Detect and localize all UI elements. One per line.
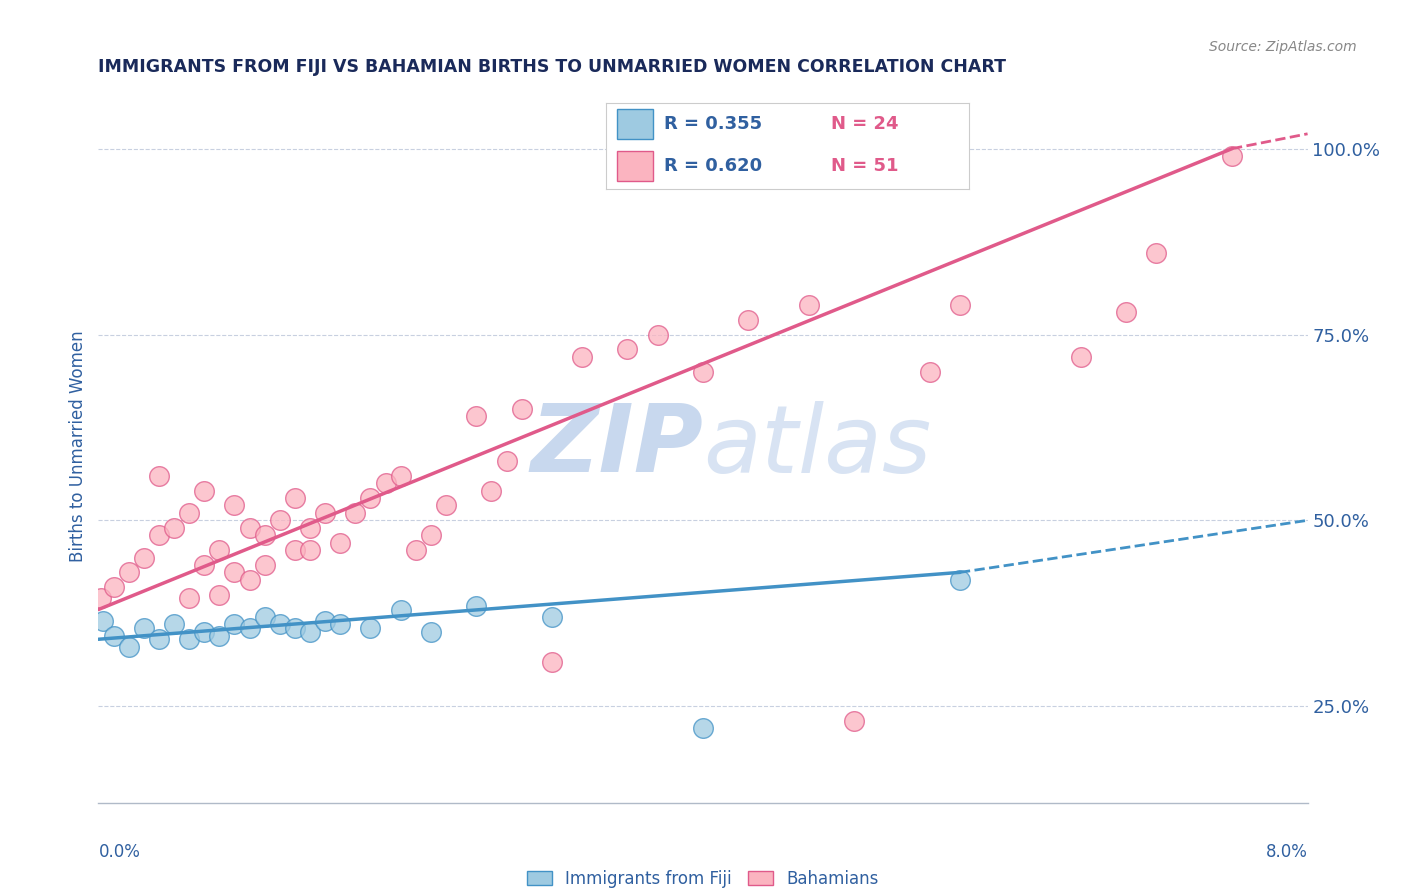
Point xyxy=(132,621,155,635)
Point xyxy=(692,722,714,736)
Point xyxy=(253,610,276,624)
Text: Source: ZipAtlas.com: Source: ZipAtlas.com xyxy=(1209,40,1357,54)
Point xyxy=(419,528,441,542)
Point xyxy=(269,513,291,527)
Point xyxy=(918,365,941,379)
Point xyxy=(163,617,186,632)
Point xyxy=(239,621,262,635)
Text: ZIP: ZIP xyxy=(530,400,703,492)
Text: IMMIGRANTS FROM FIJI VS BAHAMIAN BIRTHS TO UNMARRIED WOMEN CORRELATION CHART: IMMIGRANTS FROM FIJI VS BAHAMIAN BIRTHS … xyxy=(98,58,1007,76)
Point xyxy=(193,624,215,639)
Point xyxy=(1115,305,1137,319)
Point xyxy=(118,640,141,654)
Point xyxy=(284,621,307,635)
Point xyxy=(1144,245,1167,260)
Point xyxy=(239,521,262,535)
Point xyxy=(314,614,336,628)
Point xyxy=(434,499,457,513)
Text: 8.0%: 8.0% xyxy=(1265,843,1308,861)
Point xyxy=(208,543,231,558)
Point xyxy=(299,624,322,639)
Y-axis label: Births to Unmarried Women: Births to Unmarried Women xyxy=(69,330,87,562)
Point xyxy=(692,365,714,379)
Point xyxy=(224,617,246,632)
Point xyxy=(389,468,412,483)
Point xyxy=(148,632,170,647)
Point xyxy=(540,655,562,669)
Point xyxy=(389,602,412,616)
Point xyxy=(179,506,201,520)
Point xyxy=(359,621,381,635)
Point xyxy=(91,614,114,628)
Point xyxy=(269,617,291,632)
Point xyxy=(253,528,276,542)
Point xyxy=(148,468,170,483)
Point xyxy=(949,573,972,587)
Point xyxy=(329,535,352,549)
Point xyxy=(616,343,638,357)
Text: 0.0%: 0.0% xyxy=(98,843,141,861)
Point xyxy=(540,610,562,624)
Point xyxy=(465,409,488,424)
Point xyxy=(239,573,262,587)
Point xyxy=(1220,149,1243,163)
Point xyxy=(284,543,307,558)
Point xyxy=(647,327,669,342)
Point xyxy=(510,401,533,416)
Text: atlas: atlas xyxy=(703,401,931,491)
Point xyxy=(344,506,367,520)
Point xyxy=(299,521,322,535)
Point xyxy=(329,617,352,632)
Point xyxy=(405,543,427,558)
Legend: Immigrants from Fiji, Bahamians: Immigrants from Fiji, Bahamians xyxy=(520,863,886,892)
Point xyxy=(118,566,141,580)
Point xyxy=(479,483,503,498)
Point xyxy=(465,599,488,613)
Point xyxy=(253,558,276,572)
Point xyxy=(103,580,125,594)
Point xyxy=(224,566,246,580)
Point xyxy=(132,550,155,565)
Point xyxy=(374,476,396,491)
Point xyxy=(148,528,170,542)
Point xyxy=(797,298,820,312)
Point xyxy=(103,629,125,643)
Point xyxy=(90,591,112,606)
Point xyxy=(314,506,336,520)
Point xyxy=(359,491,381,505)
Point xyxy=(224,499,246,513)
Point xyxy=(163,521,186,535)
Point xyxy=(208,629,231,643)
Point xyxy=(571,350,593,364)
Point xyxy=(179,591,201,606)
Point xyxy=(193,483,215,498)
Point xyxy=(495,454,517,468)
Point xyxy=(419,624,441,639)
Point xyxy=(299,543,322,558)
Point xyxy=(284,491,307,505)
Point xyxy=(949,298,972,312)
Point xyxy=(1070,350,1092,364)
Point xyxy=(193,558,215,572)
Point xyxy=(844,714,866,728)
Point xyxy=(179,632,201,647)
Point xyxy=(737,312,759,326)
Point xyxy=(208,588,231,602)
